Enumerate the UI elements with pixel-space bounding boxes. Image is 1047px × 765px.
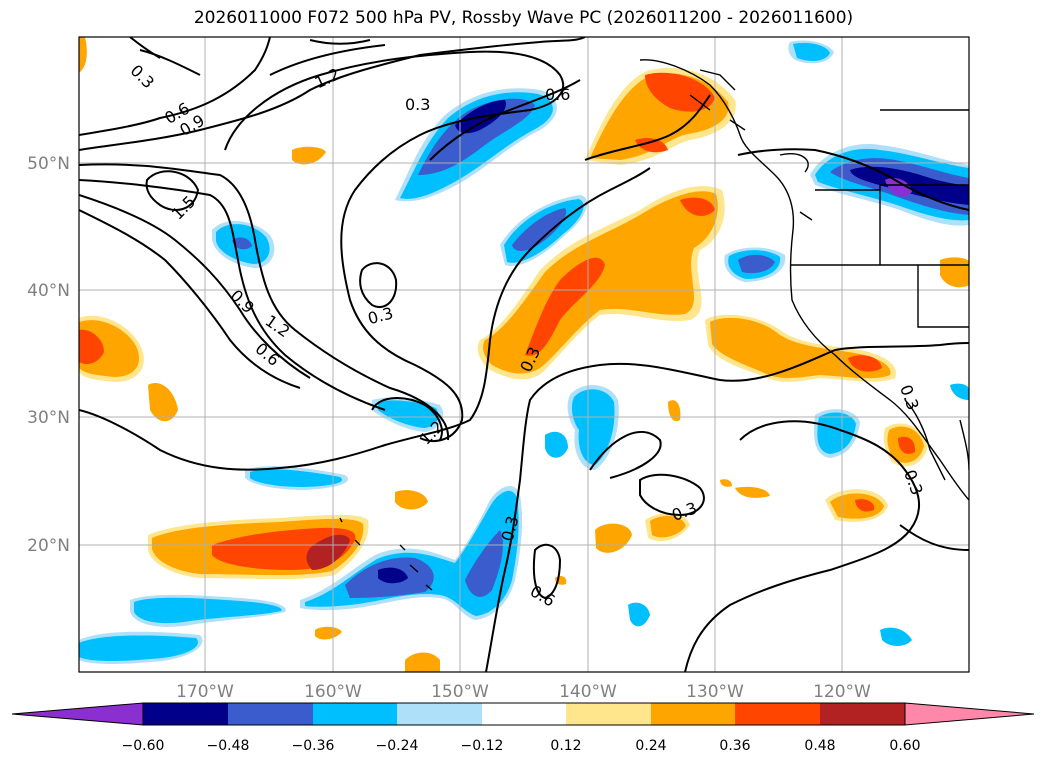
- colorbar-tick: −0.60: [122, 738, 165, 754]
- lon-tick: 120°W: [813, 682, 871, 702]
- shaded-anomalies: 0.3 0.6 0.9 1.2 1.5 0.3 0.6 0.9 1.2 0.6 …: [79, 37, 969, 672]
- contour-label: 0.6: [545, 85, 570, 104]
- colorbar-ticks: −0.60 −0.48 −0.36 −0.24 −0.12 0.12 0.24 …: [122, 738, 921, 754]
- positive-anomaly-regions: [79, 37, 969, 672]
- colorbar-tick: 0.24: [635, 738, 666, 754]
- lat-tick: 20°N: [27, 536, 70, 556]
- colorbar-tick: 0.48: [804, 738, 835, 754]
- colorbar-swatch: [228, 703, 313, 725]
- colorbar-swatch: [820, 703, 905, 725]
- grid-lines: [79, 37, 969, 672]
- plot-frame: [78, 36, 970, 673]
- colorbar-extend-high: [904, 702, 1035, 726]
- colorbar-extend-low: [11, 702, 144, 726]
- colorbar-swatch: [143, 703, 228, 725]
- lon-tick: 140°W: [559, 682, 617, 702]
- colorbar-tick: −0.24: [376, 738, 419, 754]
- contour-label: 0.3: [405, 95, 430, 114]
- lon-tick: 170°W: [176, 682, 234, 702]
- colorbar-tick: 0.60: [889, 738, 920, 754]
- map-title: 2026011000 F072 500 hPa PV, Rossby Wave …: [193, 8, 854, 28]
- lat-tick: 30°N: [27, 408, 70, 428]
- pv-contours: [79, 37, 969, 672]
- colorbar-swatch: [735, 703, 820, 725]
- lon-tick: 130°W: [686, 682, 744, 702]
- colorbar-swatch: [566, 703, 651, 725]
- colorbar: −0.60 −0.48 −0.36 −0.24 −0.12 0.12 0.24 …: [11, 702, 1035, 754]
- lon-tick: 160°W: [304, 682, 362, 702]
- lat-tick: 40°N: [27, 281, 70, 301]
- colorbar-swatch: [651, 703, 735, 725]
- lon-tick: 150°W: [431, 682, 489, 702]
- colorbar-tick: −0.36: [292, 738, 335, 754]
- latitude-ticks: 50°N 40°N 30°N 20°N: [27, 154, 70, 556]
- colorbar-swatch: [397, 703, 482, 725]
- colorbar-swatch: [482, 703, 566, 725]
- colorbar-tick: −0.12: [461, 738, 504, 754]
- colorbar-tick: −0.48: [207, 738, 250, 754]
- colorbar-tick: 0.36: [719, 738, 750, 754]
- colorbar-swatch: [313, 703, 397, 725]
- longitude-ticks: 170°W 160°W 150°W 140°W 130°W 120°W: [176, 682, 871, 702]
- colorbar-tick: 0.12: [550, 738, 581, 754]
- lat-tick: 50°N: [27, 154, 70, 174]
